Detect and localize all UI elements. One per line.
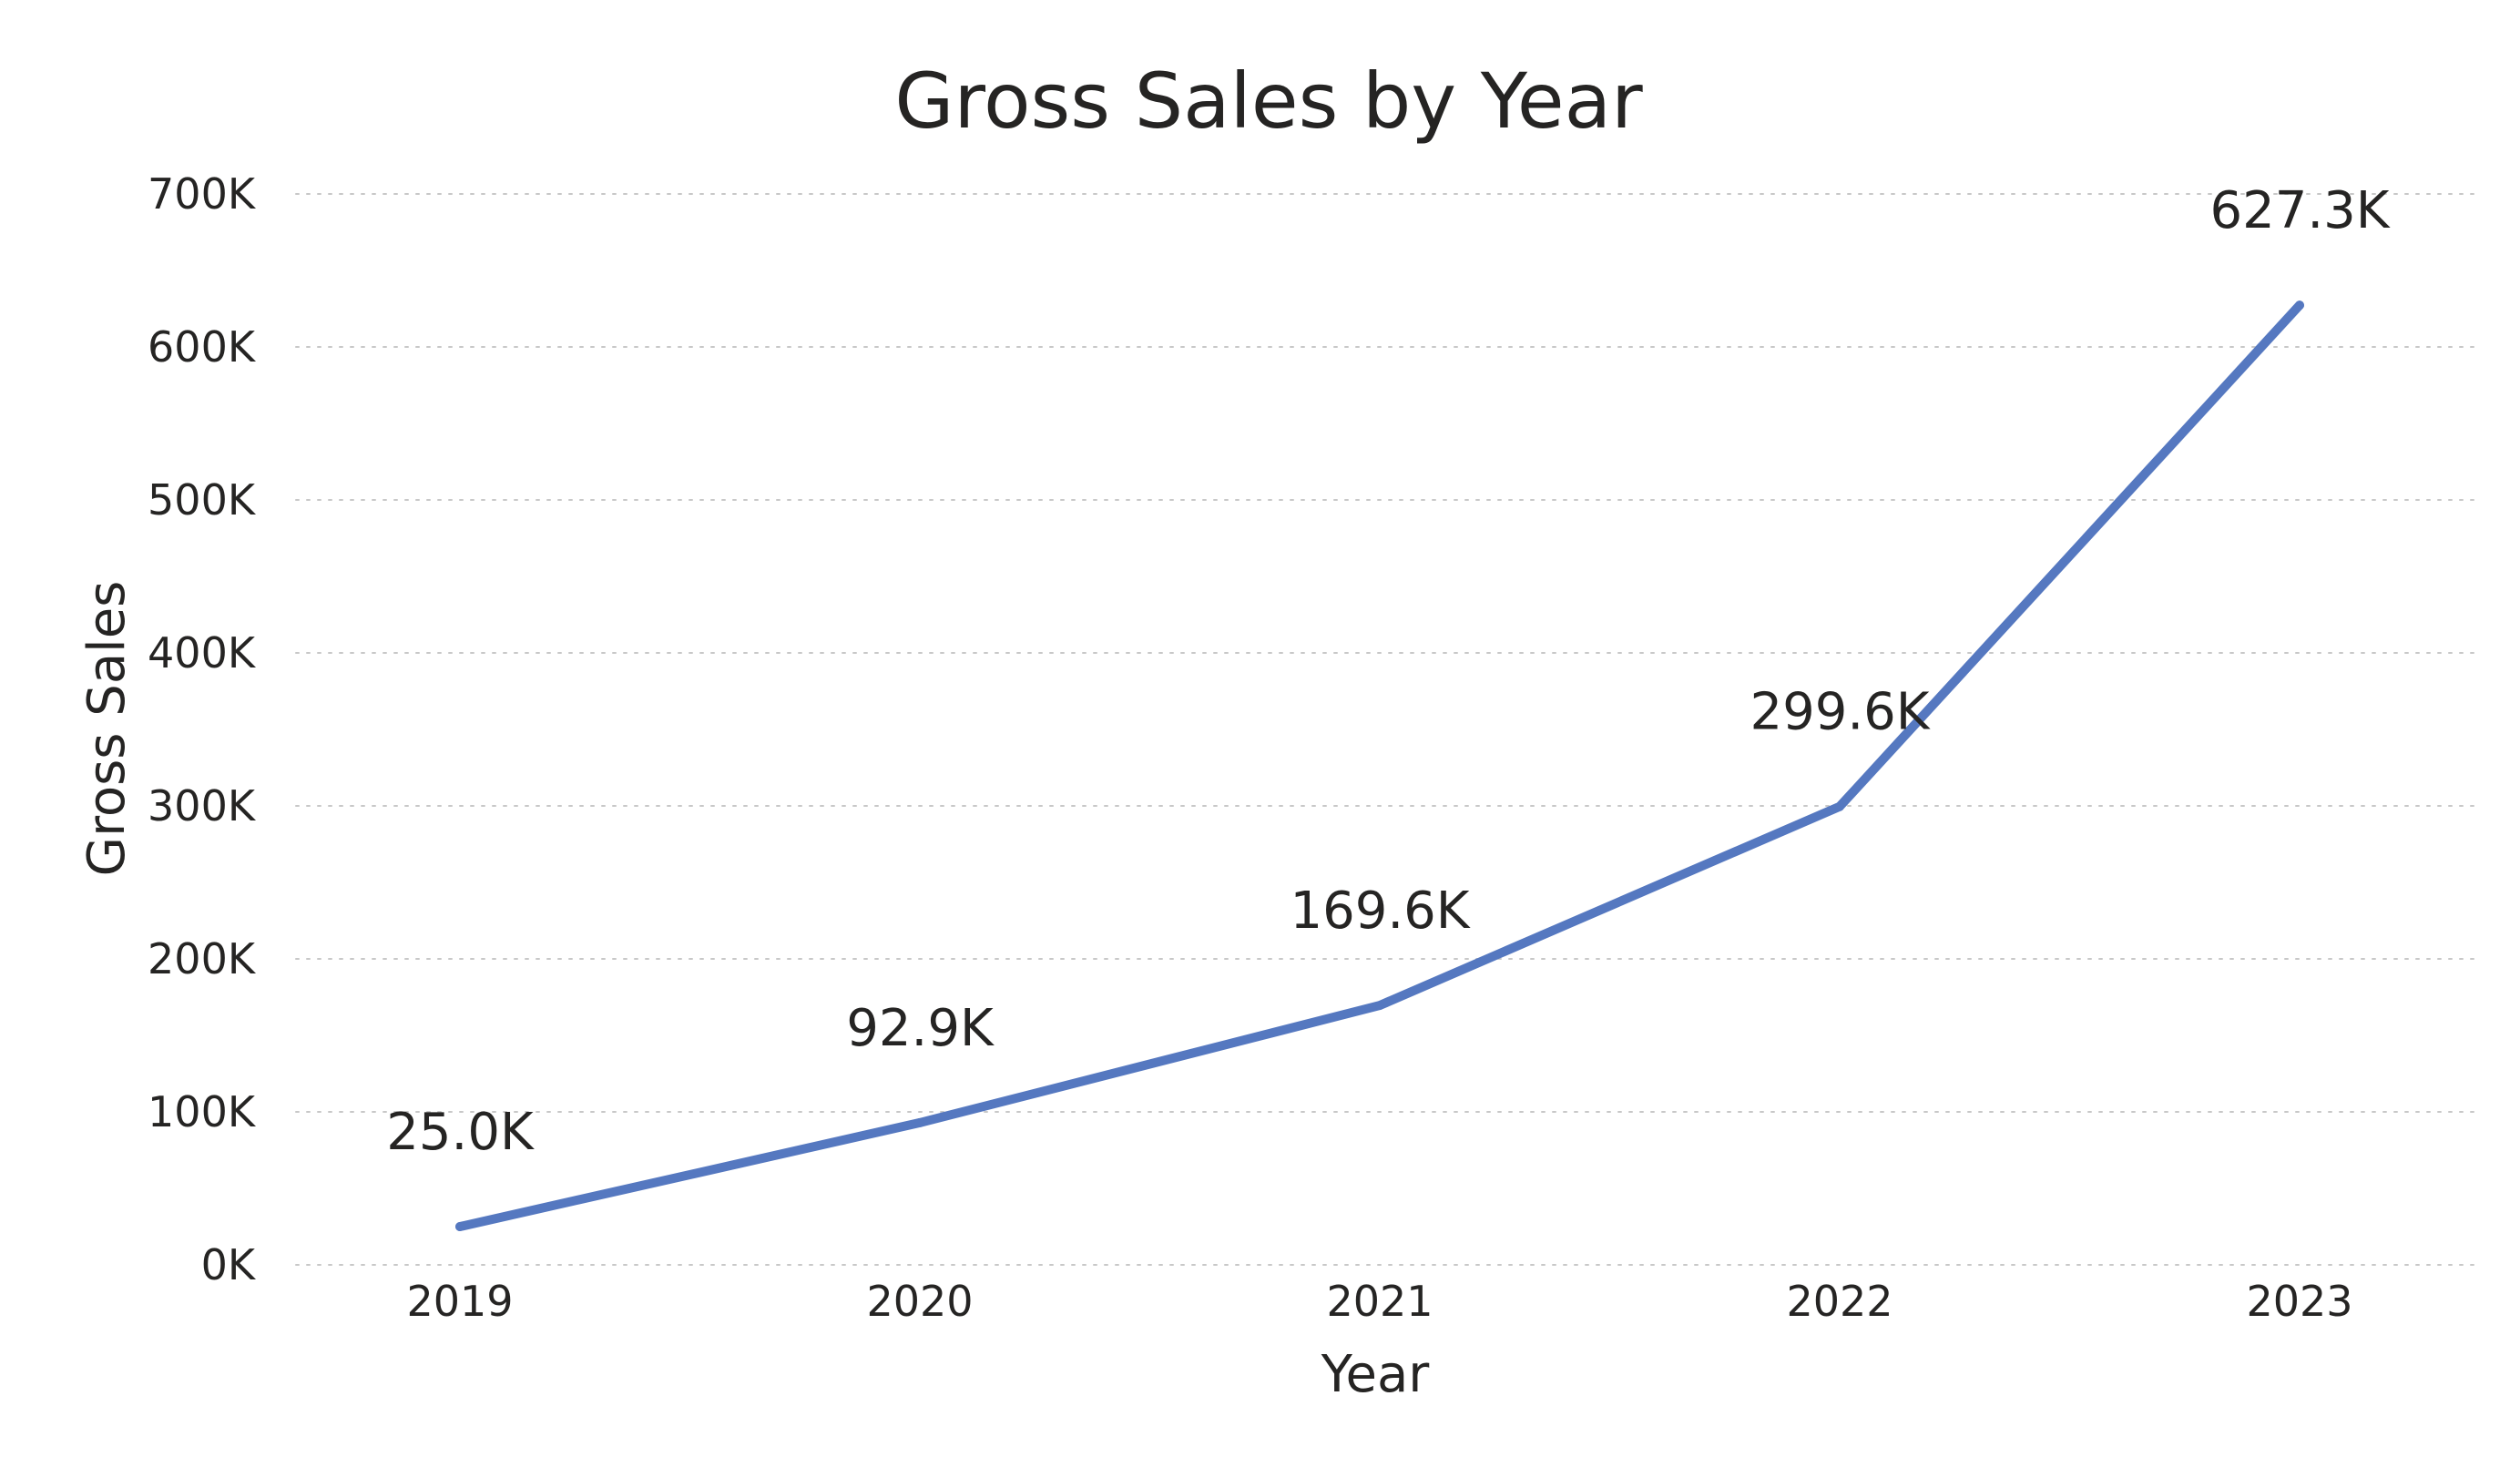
y-tick-label: 500K bbox=[148, 475, 257, 525]
x-tick-label: 2022 bbox=[1786, 1277, 1893, 1326]
x-tick-label: 2021 bbox=[1326, 1277, 1433, 1326]
data-point bbox=[1835, 801, 1844, 811]
data-label: 92.9K bbox=[846, 999, 995, 1058]
data-point bbox=[455, 1222, 464, 1231]
data-point bbox=[915, 1117, 924, 1127]
y-tick-label: 300K bbox=[148, 781, 257, 830]
y-axis-tick-labels: 0K 100K 200K 300K 400K 500K 600K 700K bbox=[148, 169, 257, 1289]
gridlines bbox=[295, 193, 2483, 1266]
chart-title: Gross Sales by Year bbox=[894, 56, 1643, 146]
y-tick-label: 200K bbox=[148, 934, 257, 983]
y-tick-label: 400K bbox=[148, 628, 257, 678]
series-line bbox=[455, 301, 2304, 1231]
y-tick-label: 600K bbox=[148, 322, 257, 372]
x-tick-label: 2023 bbox=[2246, 1277, 2352, 1326]
x-axis-tick-labels: 2019 2020 2021 2022 2023 bbox=[406, 1277, 2352, 1326]
data-label: 169.6K bbox=[1290, 881, 1470, 941]
y-axis-title: Gross Sales bbox=[77, 581, 137, 877]
x-tick-label: 2020 bbox=[866, 1277, 973, 1326]
data-point bbox=[1375, 1001, 1384, 1011]
y-tick-label: 700K bbox=[148, 169, 257, 219]
series-layer bbox=[455, 301, 2304, 1231]
data-point bbox=[2295, 301, 2304, 311]
y-tick-label: 0K bbox=[201, 1240, 257, 1289]
y-tick-label: 100K bbox=[148, 1087, 257, 1136]
data-label: 25.0K bbox=[386, 1103, 535, 1162]
x-tick-label: 2019 bbox=[406, 1277, 513, 1326]
data-labels: 25.0K 92.9K 169.6K 299.6K 627.3K bbox=[386, 181, 2391, 1162]
data-label: 299.6K bbox=[1750, 683, 1930, 742]
data-label: 627.3K bbox=[2209, 181, 2390, 240]
x-axis-title: Year bbox=[1321, 1345, 1431, 1404]
